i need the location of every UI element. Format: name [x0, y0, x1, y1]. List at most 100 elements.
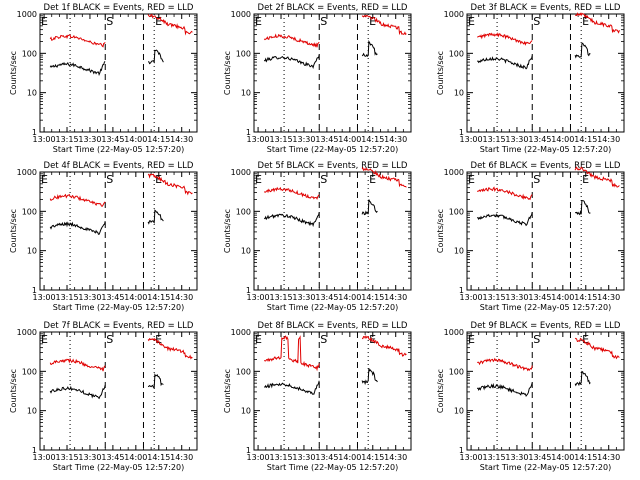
y-tick-label: 1000 — [231, 10, 251, 19]
y-tick-label: 100 — [236, 207, 251, 216]
y-tick-label: 1 — [459, 446, 464, 455]
plot-frame — [466, 171, 625, 291]
x-tick-label: 14:00 — [551, 135, 574, 144]
x-tick-label: 13:30 — [78, 135, 101, 144]
y-tick-label: 100 — [236, 367, 251, 376]
x-tick-label: 13:15 — [269, 135, 292, 144]
y-tick-label: 10 — [241, 407, 251, 416]
y-axis-label: Counts/sec — [436, 369, 445, 413]
marker-label: S — [320, 173, 327, 186]
plot-frame — [253, 171, 412, 291]
marker-label: E — [468, 173, 475, 186]
x-tick-label: 13:30 — [292, 453, 315, 462]
y-tick-label: 1000 — [231, 328, 251, 337]
y-tick-label: 100 — [236, 49, 251, 58]
x-tick-label: 13:15 — [55, 453, 78, 462]
marker-label: E — [41, 333, 48, 346]
x-tick-label: 13:30 — [292, 293, 315, 302]
y-tick-label: 1000 — [444, 328, 464, 337]
x-tick-label: 14:30 — [597, 135, 620, 144]
marker-label: E — [582, 15, 589, 28]
x-axis-label: Start Time (22-May-05 12:57:20) — [53, 145, 184, 154]
chart-title: Det 4f BLACK = Events, RED = LLD — [44, 161, 194, 171]
x-tick-label: 13:30 — [505, 293, 528, 302]
marker-label: E — [155, 333, 162, 346]
y-tick-label: 10 — [27, 407, 37, 416]
chart-title: Det 6f BLACK = Events, RED = LLD — [471, 161, 621, 171]
y-axis-label: Counts/sec — [223, 209, 232, 253]
y-tick-label: 1 — [459, 286, 464, 295]
y-tick-label: 10 — [241, 89, 251, 98]
x-tick-label: 13:00 — [460, 135, 483, 144]
marker-label: E — [468, 333, 475, 346]
x-tick-label: 14:30 — [384, 293, 407, 302]
x-tick-label: 14:30 — [384, 135, 407, 144]
x-tick-label: 13:15 — [55, 293, 78, 302]
x-axis-label: Start Time (22-May-05 12:57:20) — [53, 463, 184, 472]
y-tick-label: 100 — [449, 367, 464, 376]
x-tick-label: 14:15 — [361, 453, 384, 462]
marker-label: S — [320, 333, 327, 346]
marker-label: E — [155, 15, 162, 28]
x-axis-label: Start Time (22-May-05 12:57:20) — [267, 303, 398, 312]
y-tick-label: 10 — [241, 247, 251, 256]
y-tick-label: 1000 — [17, 328, 37, 337]
chart-panel-1: Det 1f BLACK = Events, RED = LLD 1 10 100 10… — [9, 3, 198, 154]
chart-panel-2: Det 2f BLACK = Events, RED = LLD 1 10 100 10… — [223, 3, 412, 154]
y-tick-label: 1 — [32, 128, 37, 137]
marker-label: S — [106, 333, 113, 346]
marker-label: E — [255, 333, 262, 346]
y-tick-label: 1 — [246, 446, 251, 455]
marker-label: E — [255, 173, 262, 186]
y-tick-label: 100 — [449, 49, 464, 58]
series-line-lld — [263, 335, 407, 372]
x-tick-label: 13:45 — [528, 135, 551, 144]
y-tick-label: 1 — [32, 286, 37, 295]
y-tick-label: 10 — [454, 89, 464, 98]
x-tick-label: 13:15 — [55, 135, 78, 144]
y-tick-label: 1000 — [444, 10, 464, 19]
x-tick-label: 13:00 — [33, 135, 56, 144]
chart-panel-5: Det 5f BLACK = Events, RED = LLD 1 10 100 10… — [223, 161, 412, 312]
x-tick-label: 13:00 — [33, 293, 56, 302]
marker-label: S — [106, 15, 113, 28]
marker-label: E — [41, 15, 48, 28]
x-tick-label: 13:30 — [78, 453, 101, 462]
y-tick-label: 100 — [22, 49, 37, 58]
x-tick-label: 13:45 — [101, 135, 124, 144]
y-tick-label: 1 — [246, 128, 251, 137]
x-tick-label: 13:45 — [528, 453, 551, 462]
series-line-events — [49, 209, 164, 235]
x-tick-label: 13:30 — [78, 293, 101, 302]
y-tick-label: 10 — [27, 89, 37, 98]
chart-title: Det 8f BLACK = Events, RED = LLD — [258, 321, 408, 331]
chart-title: Det 1f BLACK = Events, RED = LLD — [44, 3, 194, 13]
x-tick-label: 13:00 — [247, 293, 270, 302]
y-tick-label: 100 — [449, 207, 464, 216]
marker-label: E — [582, 333, 589, 346]
y-tick-label: 100 — [22, 207, 37, 216]
y-tick-label: 10 — [454, 247, 464, 256]
series-line-events — [476, 370, 591, 398]
series-line-lld — [49, 173, 193, 207]
x-tick-label: 13:45 — [315, 293, 338, 302]
plot-frame — [466, 13, 625, 133]
x-tick-label: 14:30 — [170, 135, 193, 144]
y-tick-label: 1 — [459, 128, 464, 137]
series-line-lld — [476, 12, 620, 46]
marker-label: S — [106, 173, 113, 186]
x-tick-label: 14:15 — [574, 135, 597, 144]
x-tick-label: 13:00 — [247, 453, 270, 462]
x-axis-label: Start Time (22-May-05 12:57:20) — [480, 145, 611, 154]
x-tick-label: 14:30 — [597, 293, 620, 302]
plot-frame — [39, 13, 198, 133]
y-axis-label: Counts/sec — [223, 51, 232, 95]
y-tick-label: 1000 — [17, 10, 37, 19]
x-tick-label: 14:00 — [338, 453, 361, 462]
plot-frame — [253, 13, 412, 133]
x-tick-label: 14:00 — [551, 453, 574, 462]
chart-title: Det 5f BLACK = Events, RED = LLD — [258, 161, 408, 171]
x-tick-label: 13:00 — [460, 453, 483, 462]
y-axis-label: Counts/sec — [436, 209, 445, 253]
y-tick-label: 1000 — [444, 168, 464, 177]
